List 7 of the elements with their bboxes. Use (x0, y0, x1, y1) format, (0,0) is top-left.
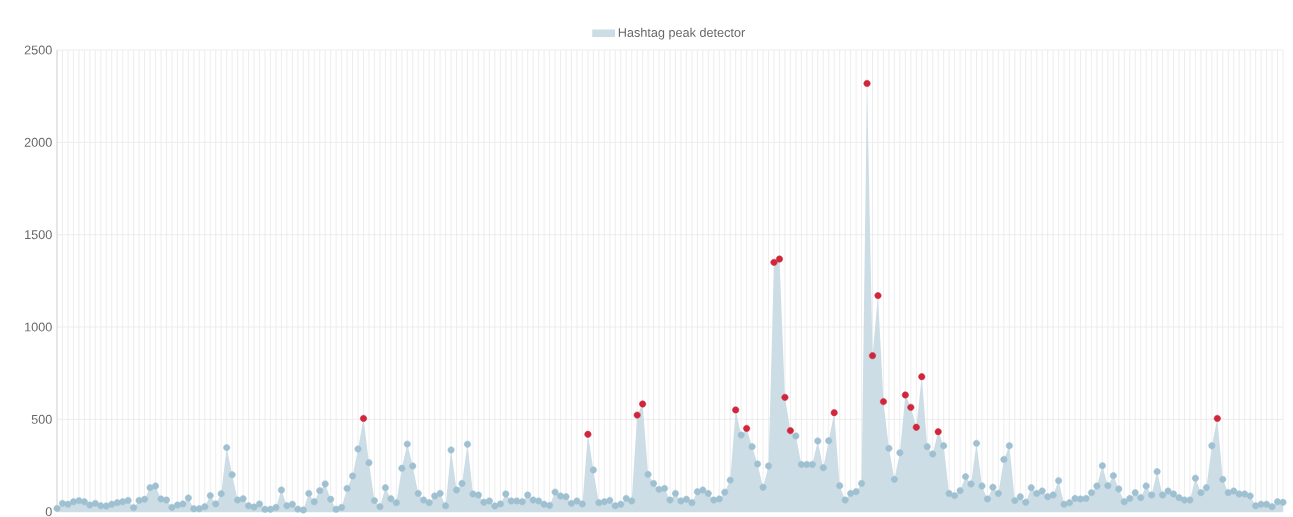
y-tick-label: 2500 (24, 45, 52, 55)
y-tick-label: 1500 (25, 230, 52, 240)
y-tick-label: 0 (45, 507, 52, 517)
legend-label: Hashtag peak detector (618, 27, 746, 40)
y-tick-label: 500 (31, 414, 52, 424)
y-tick-label: 2000 (24, 137, 52, 147)
y-tick-label: 1000 (25, 322, 52, 332)
